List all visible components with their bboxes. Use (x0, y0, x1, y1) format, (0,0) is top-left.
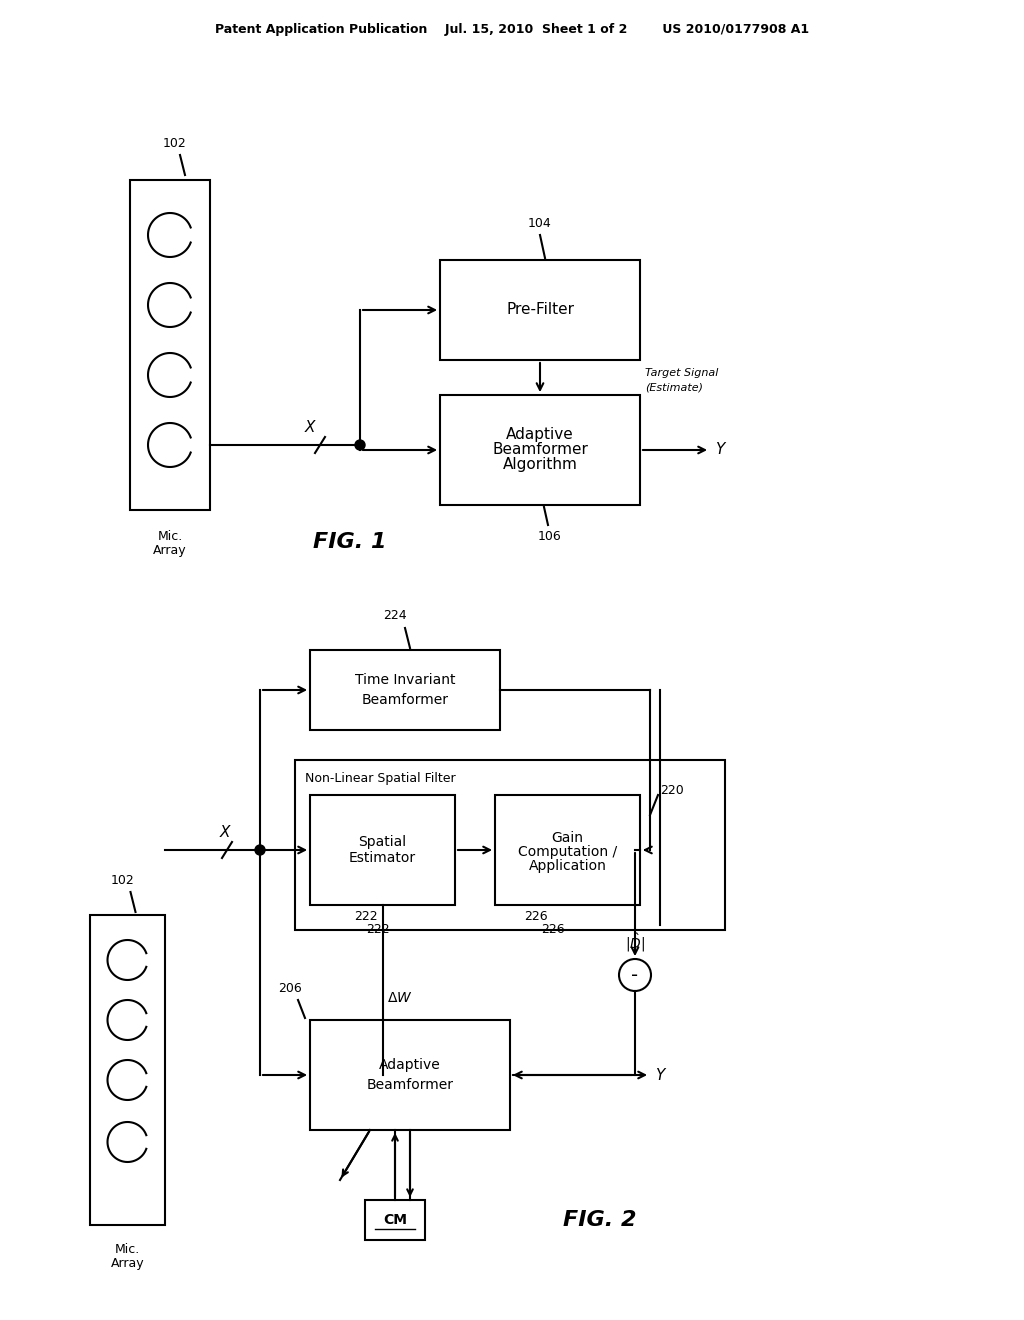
Text: Algorithm: Algorithm (503, 458, 578, 473)
Text: 226: 226 (541, 923, 564, 936)
FancyBboxPatch shape (495, 795, 640, 906)
Text: 206: 206 (279, 982, 302, 995)
Text: Spatial: Spatial (358, 836, 407, 849)
Text: Y: Y (655, 1068, 665, 1082)
Text: Target Signal: Target Signal (645, 367, 719, 378)
Text: 106: 106 (539, 531, 562, 543)
Text: Array: Array (111, 1257, 144, 1270)
Text: Adaptive: Adaptive (379, 1059, 441, 1072)
Circle shape (355, 440, 365, 450)
FancyBboxPatch shape (130, 180, 210, 510)
Text: 226: 226 (524, 909, 548, 923)
Text: Y: Y (715, 442, 724, 458)
Text: Gain: Gain (552, 832, 584, 845)
Text: Application: Application (528, 859, 606, 873)
Text: Pre-Filter: Pre-Filter (506, 302, 574, 318)
FancyBboxPatch shape (440, 260, 640, 360)
Text: 104: 104 (528, 216, 552, 230)
Text: Patent Application Publication    Jul. 15, 2010  Sheet 1 of 2        US 2010/017: Patent Application Publication Jul. 15, … (215, 24, 809, 37)
Text: (Estimate): (Estimate) (645, 383, 703, 392)
Text: Mic.: Mic. (158, 531, 182, 543)
Text: FIG. 1: FIG. 1 (313, 532, 387, 552)
Text: 102: 102 (111, 874, 134, 887)
Text: X: X (305, 420, 315, 436)
Text: Estimator: Estimator (349, 851, 416, 865)
FancyBboxPatch shape (310, 1020, 510, 1130)
Text: $|\hat{D}|$: $|\hat{D}|$ (625, 932, 645, 954)
Text: Time Invariant: Time Invariant (354, 673, 456, 686)
Text: X: X (220, 825, 230, 840)
FancyBboxPatch shape (440, 395, 640, 506)
Text: Beamformer: Beamformer (367, 1078, 454, 1092)
Text: Computation /: Computation / (518, 845, 617, 859)
Text: Mic.: Mic. (115, 1243, 140, 1257)
Text: 102: 102 (163, 137, 186, 150)
Text: 222: 222 (366, 923, 389, 936)
FancyBboxPatch shape (365, 1200, 425, 1239)
Text: CM: CM (383, 1213, 407, 1228)
FancyBboxPatch shape (310, 795, 455, 906)
Text: Array: Array (154, 544, 186, 557)
Text: 222: 222 (354, 909, 378, 923)
FancyBboxPatch shape (90, 915, 165, 1225)
Text: Adaptive: Adaptive (506, 428, 573, 442)
Text: -: - (632, 965, 639, 985)
Text: Beamformer: Beamformer (493, 442, 588, 458)
Text: Beamformer: Beamformer (361, 693, 449, 708)
Text: 224: 224 (383, 609, 407, 622)
Text: FIG. 2: FIG. 2 (563, 1210, 637, 1230)
Circle shape (255, 845, 265, 855)
Text: 220: 220 (660, 784, 684, 796)
FancyBboxPatch shape (310, 649, 500, 730)
Text: $\Delta W$: $\Delta W$ (387, 991, 413, 1005)
Text: Non-Linear Spatial Filter: Non-Linear Spatial Filter (305, 772, 456, 785)
FancyBboxPatch shape (295, 760, 725, 931)
